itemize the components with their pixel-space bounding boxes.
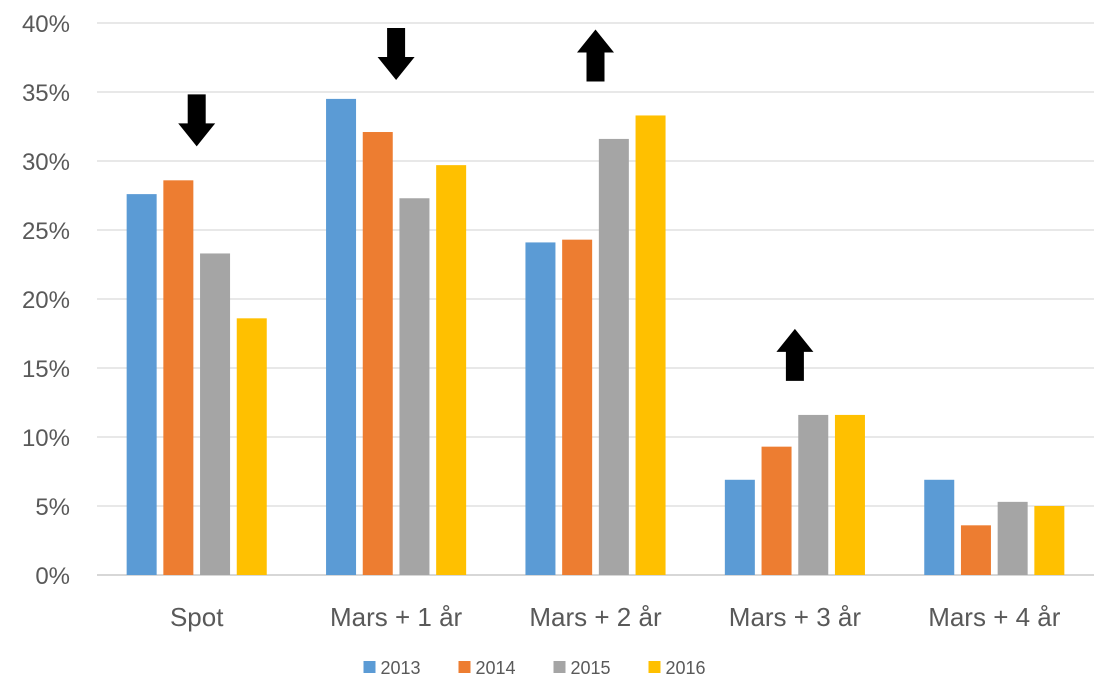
legend-swatch bbox=[458, 661, 471, 673]
legend-label: 2014 bbox=[476, 658, 516, 678]
arrow-annotations bbox=[178, 28, 814, 381]
arrow-down-icon bbox=[377, 28, 415, 80]
legend-swatch bbox=[553, 661, 566, 673]
bar-2014-1 bbox=[362, 132, 393, 575]
legend-swatch bbox=[363, 661, 376, 673]
y-tick-label: 35% bbox=[22, 80, 70, 107]
legend-swatch bbox=[648, 661, 661, 673]
bar-2016-0 bbox=[236, 318, 267, 575]
x-tick-label: Spot bbox=[170, 602, 224, 632]
y-tick-label: 0% bbox=[35, 563, 70, 590]
y-tick-label: 25% bbox=[22, 218, 70, 245]
legend-label: 2015 bbox=[571, 658, 611, 678]
bar-2015-3 bbox=[798, 414, 829, 575]
bar-2016-3 bbox=[834, 414, 865, 575]
bar-2016-1 bbox=[436, 165, 467, 575]
bar-2013-2 bbox=[525, 242, 556, 576]
bar-2014-3 bbox=[761, 446, 792, 575]
bar-2016-2 bbox=[635, 115, 666, 576]
y-axis: 0% 5% 10% 15% 20% 25% 30% 35% 40% bbox=[22, 11, 70, 590]
x-axis: Spot Mars + 1 år Mars + 2 år Mars + 3 år Mar… bbox=[170, 602, 1061, 632]
x-tick-label: Mars + 3 år bbox=[729, 602, 862, 632]
bar-2014-0 bbox=[163, 180, 194, 575]
bar-2013-3 bbox=[724, 479, 755, 575]
bar-2015-0 bbox=[200, 253, 231, 575]
arrow-down-icon bbox=[178, 94, 216, 147]
bar-2015-2 bbox=[598, 138, 629, 576]
bar-2013-1 bbox=[326, 98, 357, 576]
y-tick-label: 10% bbox=[22, 425, 70, 452]
y-tick-label: 30% bbox=[22, 149, 70, 176]
y-tick-label: 40% bbox=[22, 11, 70, 38]
bar-2015-1 bbox=[399, 198, 430, 575]
y-tick-label: 20% bbox=[22, 287, 70, 314]
arrow-up-icon bbox=[776, 328, 814, 381]
legend-label: 2016 bbox=[666, 658, 706, 678]
bar-2013-0 bbox=[126, 194, 157, 575]
legend-label: 2013 bbox=[381, 658, 421, 678]
x-tick-label: Mars + 1 år bbox=[330, 602, 463, 632]
bar-2016-4 bbox=[1034, 506, 1065, 575]
y-tick-label: 5% bbox=[35, 494, 70, 521]
bar-2013-4 bbox=[924, 479, 955, 575]
bar-2014-4 bbox=[960, 525, 991, 575]
x-tick-label: Mars + 4 år bbox=[928, 602, 1061, 632]
bar-2015-4 bbox=[997, 501, 1028, 575]
arrow-up-icon bbox=[577, 29, 614, 82]
y-tick-label: 15% bbox=[22, 356, 70, 383]
x-tick-label: Mars + 2 år bbox=[529, 602, 662, 632]
bars bbox=[126, 98, 1065, 576]
legend: 2013 2014 2015 2016 bbox=[363, 658, 706, 678]
bar-2014-2 bbox=[562, 239, 593, 575]
